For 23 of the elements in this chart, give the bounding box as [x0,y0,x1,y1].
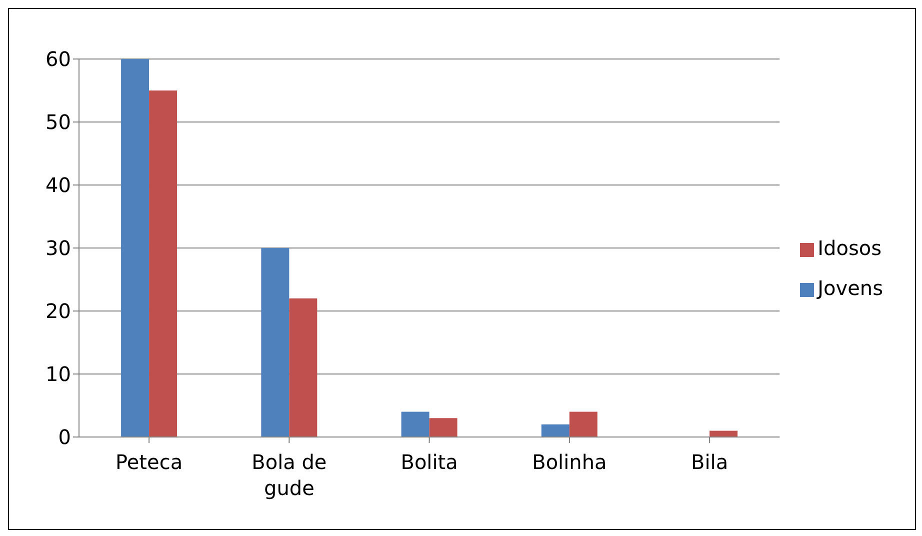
legend-label: Idosos [818,236,882,260]
x-tick-label: Bolinha [532,450,607,474]
bar [541,424,570,437]
bar [149,90,178,437]
bar [429,418,458,437]
x-tick-label: Bila [691,450,728,474]
legend-label: Jovens [818,276,883,300]
x-tick-label: Bola de gude [252,450,327,500]
bar [710,430,738,437]
bar [401,412,430,437]
bar [121,59,150,437]
bar [289,298,318,437]
y-tick-label: 10 [46,362,71,386]
y-tick-label: 50 [46,110,71,134]
y-tick-label: 30 [46,236,71,260]
x-tick-label: Bolita [400,450,458,474]
bar [569,412,598,437]
y-tick-label: 0 [58,425,71,450]
bar [261,248,290,437]
y-tick-label: 60 [46,47,71,72]
y-tick-label: 40 [46,173,71,198]
x-tick-label: Peteca [116,450,183,474]
y-tick-label: 20 [46,299,71,324]
